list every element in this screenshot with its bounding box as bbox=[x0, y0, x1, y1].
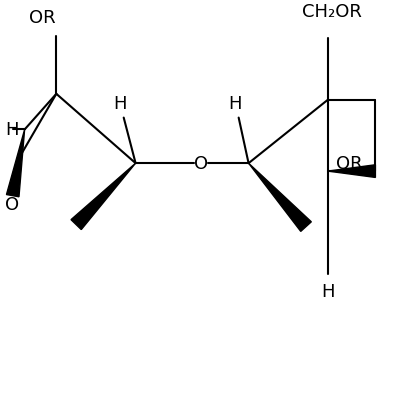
Text: OR: OR bbox=[335, 155, 361, 173]
Text: O: O bbox=[193, 155, 208, 173]
Text: OR: OR bbox=[28, 9, 55, 27]
Polygon shape bbox=[248, 164, 310, 232]
Text: CH₂OR: CH₂OR bbox=[301, 4, 361, 21]
Text: H: H bbox=[5, 121, 18, 139]
Text: H: H bbox=[227, 94, 241, 112]
Polygon shape bbox=[6, 130, 24, 197]
Polygon shape bbox=[71, 164, 135, 230]
Text: H: H bbox=[320, 282, 334, 300]
Polygon shape bbox=[327, 165, 375, 178]
Text: O: O bbox=[5, 195, 19, 213]
Text: H: H bbox=[113, 94, 126, 112]
